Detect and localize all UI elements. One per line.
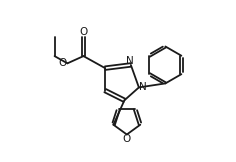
Text: O: O <box>59 58 67 68</box>
Text: N: N <box>139 82 147 92</box>
Text: O: O <box>79 27 88 37</box>
Text: N: N <box>126 56 134 66</box>
Text: O: O <box>123 134 131 144</box>
